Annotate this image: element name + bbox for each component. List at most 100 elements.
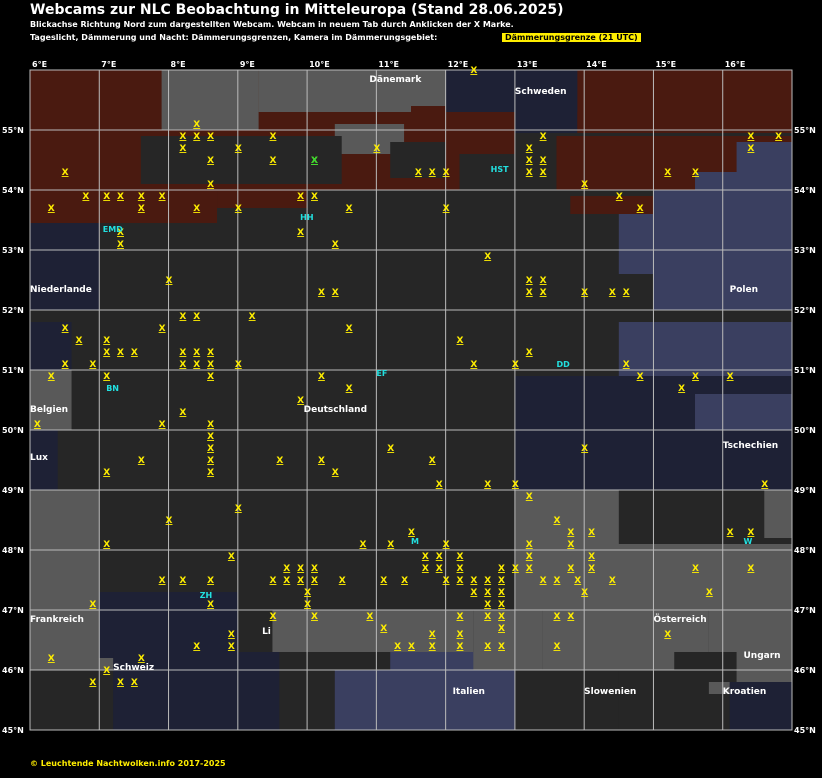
webcam-mark[interactable]: X: [775, 132, 782, 142]
webcam-mark[interactable]: X: [276, 456, 283, 466]
webcam-mark[interactable]: X: [498, 564, 505, 574]
webcam-mark[interactable]: X: [429, 630, 436, 640]
webcam-mark[interactable]: X: [512, 564, 519, 574]
webcam-mark[interactable]: X: [408, 642, 415, 652]
webcam-mark[interactable]: X: [179, 360, 186, 370]
webcam-mark[interactable]: X: [727, 528, 734, 538]
webcam-mark[interactable]: X: [48, 654, 55, 664]
webcam-mark[interactable]: X: [540, 156, 547, 166]
webcam-mark[interactable]: X: [193, 120, 200, 130]
webcam-mark[interactable]: X: [207, 468, 214, 478]
webcam-mark[interactable]: X: [498, 588, 505, 598]
webcam-mark[interactable]: X: [456, 564, 463, 574]
webcam-mark[interactable]: X: [540, 168, 547, 178]
webcam-mark[interactable]: X: [553, 516, 560, 526]
webcam-mark[interactable]: X: [443, 168, 450, 178]
webcam-mark[interactable]: X: [436, 564, 443, 574]
webcam-mark[interactable]: X: [387, 540, 394, 550]
webcam-mark[interactable]: X: [207, 456, 214, 466]
webcam-mark[interactable]: X: [581, 180, 588, 190]
webcam-mark[interactable]: X: [207, 132, 214, 142]
webcam-mark[interactable]: X: [103, 540, 110, 550]
webcam-mark[interactable]: X: [623, 360, 630, 370]
webcam-mark[interactable]: X: [394, 642, 401, 652]
webcam-mark[interactable]: X: [567, 528, 574, 538]
webcam-mark[interactable]: X: [269, 576, 276, 586]
webcam-mark[interactable]: X: [89, 600, 96, 610]
webcam-mark[interactable]: X: [269, 156, 276, 166]
webcam-mark[interactable]: X: [484, 600, 491, 610]
webcam-mark[interactable]: X: [297, 396, 304, 406]
webcam-mark[interactable]: X: [526, 540, 533, 550]
webcam-mark[interactable]: X: [526, 552, 533, 562]
webcam-mark[interactable]: X: [103, 666, 110, 676]
webcam-mark[interactable]: X: [62, 168, 69, 178]
webcam-mark[interactable]: X: [48, 204, 55, 214]
webcam-mark[interactable]: X: [588, 564, 595, 574]
webcam-mark[interactable]: X: [623, 288, 630, 298]
webcam-mark[interactable]: X: [159, 420, 166, 430]
webcam-mark[interactable]: X: [228, 642, 235, 652]
webcam-mark[interactable]: X: [318, 372, 325, 382]
webcam-mark[interactable]: X: [346, 204, 353, 214]
webcam-mark[interactable]: X: [373, 144, 380, 154]
webcam-mark[interactable]: X: [193, 348, 200, 358]
webcam-mark[interactable]: X: [103, 192, 110, 202]
webcam-mark[interactable]: X: [166, 276, 173, 286]
webcam-mark-twilight[interactable]: X: [311, 156, 318, 166]
webcam-mark[interactable]: X: [193, 642, 200, 652]
webcam-mark[interactable]: X: [311, 192, 318, 202]
webcam-mark[interactable]: X: [443, 576, 450, 586]
webcam-mark[interactable]: X: [678, 384, 685, 394]
webcam-mark[interactable]: X: [311, 576, 318, 586]
webcam-mark[interactable]: X: [498, 612, 505, 622]
webcam-mark[interactable]: X: [235, 360, 242, 370]
webcam-mark[interactable]: X: [512, 360, 519, 370]
webcam-mark[interactable]: X: [228, 630, 235, 640]
webcam-mark[interactable]: X: [235, 504, 242, 514]
webcam-mark[interactable]: X: [540, 276, 547, 286]
webcam-mark[interactable]: X: [380, 576, 387, 586]
webcam-mark[interactable]: X: [207, 372, 214, 382]
webcam-mark[interactable]: X: [380, 624, 387, 634]
webcam-mark[interactable]: X: [117, 348, 124, 358]
webcam-mark[interactable]: X: [138, 204, 145, 214]
webcam-mark[interactable]: X: [747, 564, 754, 574]
webcam-mark[interactable]: X: [692, 372, 699, 382]
webcam-mark[interactable]: X: [553, 642, 560, 652]
webcam-mark[interactable]: X: [34, 420, 41, 430]
webcam-mark[interactable]: X: [207, 420, 214, 430]
webcam-mark[interactable]: X: [637, 204, 644, 214]
webcam-mark[interactable]: X: [346, 324, 353, 334]
webcam-mark[interactable]: X: [664, 630, 671, 640]
webcam-mark[interactable]: X: [456, 642, 463, 652]
webcam-mark[interactable]: X: [727, 372, 734, 382]
webcam-mark[interactable]: X: [540, 576, 547, 586]
webcam-mark[interactable]: X: [456, 630, 463, 640]
webcam-mark[interactable]: X: [567, 540, 574, 550]
webcam-mark[interactable]: X: [692, 168, 699, 178]
webcam-mark[interactable]: X: [415, 168, 422, 178]
webcam-mark[interactable]: X: [179, 348, 186, 358]
webcam-mark[interactable]: X: [235, 204, 242, 214]
webcam-mark[interactable]: X: [498, 642, 505, 652]
webcam-mark[interactable]: X: [484, 252, 491, 262]
webcam-mark[interactable]: X: [249, 312, 256, 322]
webcam-mark[interactable]: X: [138, 456, 145, 466]
webcam-mark[interactable]: X: [436, 480, 443, 490]
webcam-mark[interactable]: X: [179, 576, 186, 586]
webcam-mark[interactable]: X: [761, 480, 768, 490]
webcam-mark[interactable]: X: [82, 192, 89, 202]
webcam-mark[interactable]: X: [297, 564, 304, 574]
webcam-mark[interactable]: X: [269, 612, 276, 622]
webcam-mark[interactable]: X: [159, 576, 166, 586]
webcam-mark[interactable]: X: [484, 612, 491, 622]
webcam-mark[interactable]: X: [553, 612, 560, 622]
webcam-mark[interactable]: X: [75, 336, 82, 346]
webcam-mark[interactable]: X: [297, 576, 304, 586]
webcam-mark[interactable]: X: [117, 240, 124, 250]
webcam-mark[interactable]: X: [304, 600, 311, 610]
webcam-mark[interactable]: X: [540, 132, 547, 142]
webcam-mark[interactable]: X: [235, 144, 242, 154]
webcam-mark[interactable]: X: [332, 468, 339, 478]
